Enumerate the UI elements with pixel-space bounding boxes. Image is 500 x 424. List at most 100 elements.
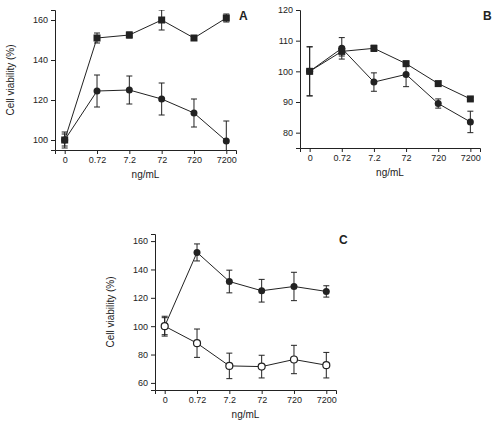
marker [126, 32, 133, 39]
y-tick: 100 [133, 322, 155, 332]
error-cap [323, 285, 329, 286]
y-tick-mark [151, 241, 155, 242]
x-tick-label: 7.2 [124, 155, 137, 165]
x-tick-label: 0.72 [334, 153, 352, 163]
error-cap [226, 378, 232, 379]
error-cap [226, 353, 232, 354]
error-cap [339, 37, 345, 38]
error-cap [467, 111, 473, 112]
y-tick: 80 [283, 128, 300, 138]
error-cap [291, 373, 297, 374]
error-cap [323, 352, 329, 353]
panel-title: A [239, 9, 248, 23]
error-bar [226, 353, 232, 379]
error-cap [94, 43, 100, 44]
x-tick-mark [65, 150, 66, 154]
error-cap [403, 62, 409, 63]
error-bar [307, 47, 313, 96]
panel-title: B [483, 9, 492, 23]
error-cap [194, 260, 200, 261]
x-tick-label: 720 [187, 155, 202, 165]
x-axis-line [56, 151, 237, 155]
x-axis-line [301, 149, 481, 153]
x-tick-label: 0 [163, 395, 168, 405]
y-tick-label: 80 [283, 128, 293, 138]
x-tick-mark [438, 148, 439, 152]
error-cap [94, 33, 100, 34]
y-tick: 110 [279, 36, 300, 46]
marker [126, 87, 133, 94]
error-bar [191, 99, 197, 127]
error-bar [259, 355, 265, 378]
error-bar [94, 75, 100, 107]
y-axis: 100120140160 [33, 11, 56, 151]
x-tick-label: 0.72 [89, 155, 107, 165]
error-cap [191, 99, 197, 100]
marker [338, 45, 345, 52]
y-tick: 100 [33, 135, 55, 145]
x-tick: 0 [63, 150, 68, 165]
error-bar [194, 244, 200, 261]
error-cap [94, 75, 100, 76]
y-tick-label: 160 [133, 236, 148, 246]
error-cap [62, 148, 68, 149]
error-bar [339, 38, 345, 59]
error-bar [159, 83, 165, 115]
error-cap [223, 121, 229, 122]
y-tick-mark [296, 102, 300, 103]
error-cap [226, 270, 232, 271]
y-tick-mark [296, 10, 300, 11]
x-axis-title: ng/mL [376, 167, 404, 178]
marker [467, 118, 474, 125]
y-tick: 140 [33, 55, 55, 65]
marker [223, 15, 230, 22]
y-tick-label: 80 [138, 350, 148, 360]
error-bar [259, 279, 265, 302]
x-tick: 0 [163, 390, 168, 405]
marker [467, 95, 474, 102]
error-cap [323, 297, 329, 298]
y-tick-label: 60 [138, 378, 148, 388]
marker [190, 35, 197, 42]
x-axis: 00.727.2727207200 [301, 148, 481, 163]
error-cap [403, 86, 409, 87]
y-tick-label: 100 [133, 322, 148, 332]
error-cap [162, 336, 168, 337]
x-tick-mark [374, 148, 375, 152]
marker [94, 35, 101, 42]
error-cap [159, 30, 165, 31]
x-axis-title: ng/mL [132, 169, 160, 180]
x-tick: 7200 [217, 150, 237, 165]
x-tick-mark [262, 390, 263, 394]
y-tick-mark [151, 355, 155, 356]
x-axis-title: ng/mL [232, 409, 260, 420]
x-tick: 72 [257, 390, 267, 405]
marker [435, 100, 442, 107]
x-tick-label: 7200 [461, 153, 481, 163]
marker [61, 137, 68, 144]
x-tick-mark [406, 148, 407, 152]
error-cap [94, 107, 100, 108]
series-line [310, 48, 471, 122]
error-bar [307, 47, 313, 96]
series-line [65, 18, 227, 140]
error-cap [126, 76, 132, 77]
y-axis-line [51, 11, 56, 151]
y-tick: 160 [33, 15, 55, 25]
error-bar [223, 121, 229, 150]
error-bar [226, 270, 232, 293]
marker [158, 96, 165, 103]
error-cap [307, 95, 313, 96]
error-cap [371, 91, 377, 92]
plot-area [161, 244, 330, 379]
x-tick-label: 72 [157, 155, 167, 165]
error-cap [291, 300, 297, 301]
marker [403, 71, 410, 78]
marker [306, 68, 313, 75]
error-bar [371, 45, 377, 51]
marker [323, 362, 330, 369]
x-tick-mark [97, 150, 98, 154]
x-tick-mark [294, 390, 295, 394]
error-cap [159, 10, 165, 11]
marker [161, 323, 168, 330]
